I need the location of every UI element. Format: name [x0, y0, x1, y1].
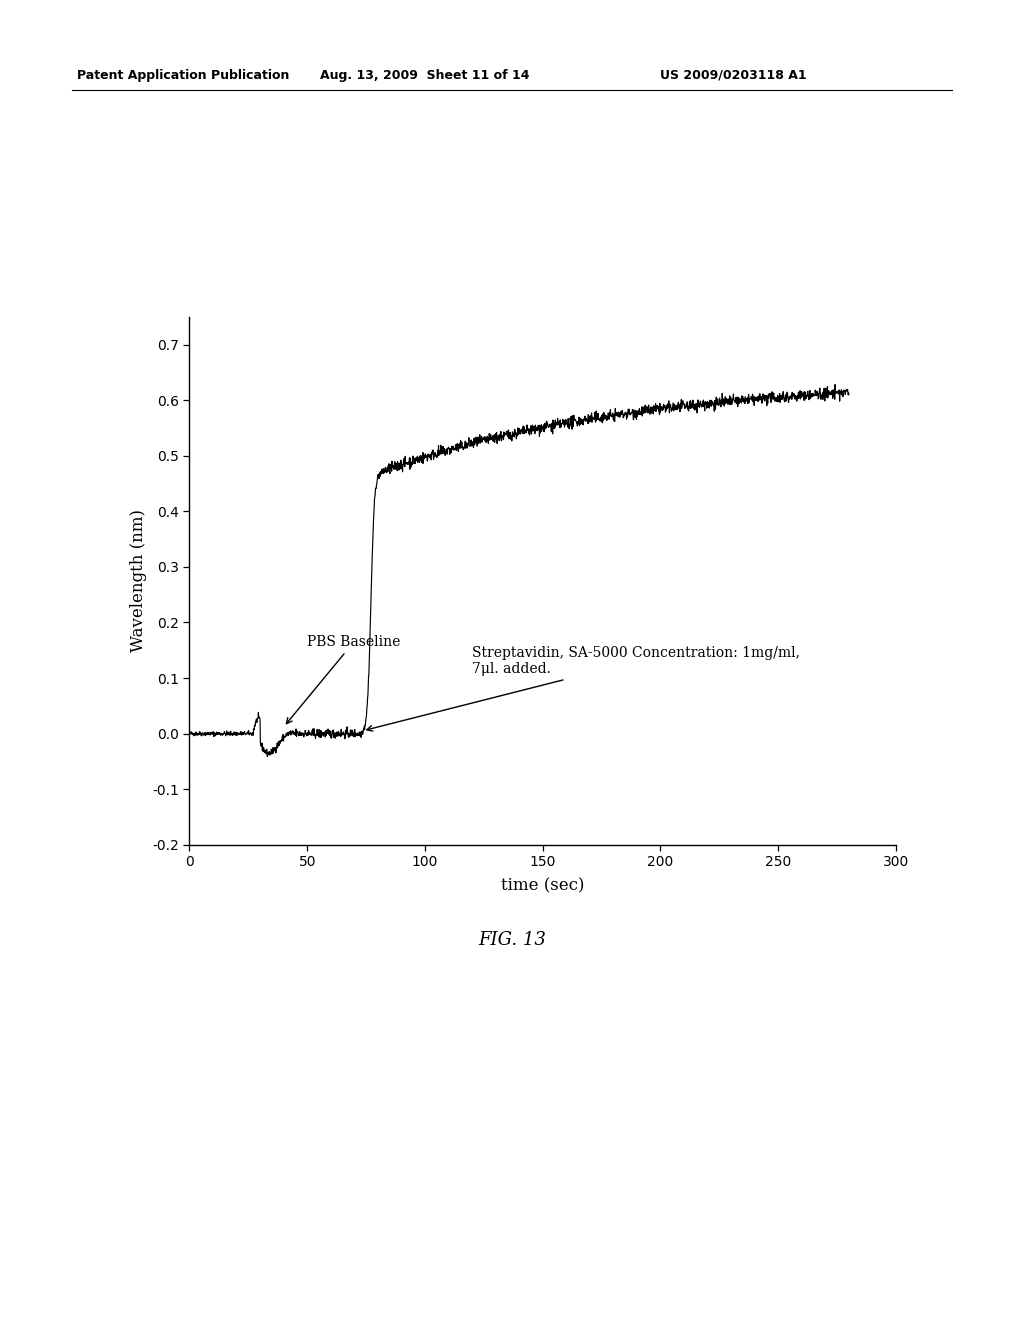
Y-axis label: Wavelength (nm): Wavelength (nm) [130, 510, 146, 652]
Text: Streptavidin, SA-5000 Concentration: 1mg/ml,
7μl. added.: Streptavidin, SA-5000 Concentration: 1mg… [367, 647, 800, 731]
Text: US 2009/0203118 A1: US 2009/0203118 A1 [660, 69, 807, 82]
X-axis label: time (sec): time (sec) [501, 878, 585, 895]
Text: PBS Baseline: PBS Baseline [287, 635, 400, 723]
Text: Aug. 13, 2009  Sheet 11 of 14: Aug. 13, 2009 Sheet 11 of 14 [321, 69, 529, 82]
Text: FIG. 13: FIG. 13 [478, 931, 546, 949]
Text: Patent Application Publication: Patent Application Publication [77, 69, 289, 82]
